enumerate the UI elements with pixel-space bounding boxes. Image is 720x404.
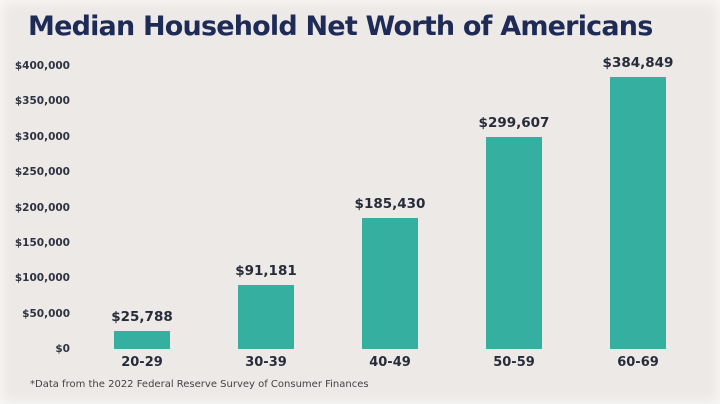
y-axis-tick-label: $200,000 [14,201,70,214]
bar [238,284,294,349]
bar [610,76,666,349]
x-axis-category-label: 40-49 [369,355,411,370]
y-axis: $0 $50,000 $100,000 $150,000 $200,000 $250,00… [0,60,70,355]
bar-column: $185,430 40-49 [328,66,452,370]
bar-value-label: $299,607 [478,115,550,132]
bar-value-label: $91,181 [235,262,297,279]
y-axis-tick-label: $250,000 [14,166,70,179]
x-axis-category-label: 30-39 [245,355,287,370]
y-axis-tick-label: $100,000 [14,272,70,285]
bar [486,137,542,349]
bar-column: $91,181 30-39 [204,66,328,371]
bar-series: $25,788 20-29 $91,181 30-39 $185,430 40-49 $29… [80,55,700,371]
y-axis-tick-label: $300,000 [14,130,70,143]
plot-area: $0 $50,000 $100,000 $150,000 $200,000 $250,00… [0,55,720,371]
x-axis-category-label: 20-29 [121,355,163,370]
source-footnote: *Data from the 2022 Federal Reserve Surv… [30,379,369,390]
bar-value-label: $384,849 [602,54,674,71]
bar-column: $299,607 50-59 [452,66,576,370]
bar [362,217,418,349]
bar [114,330,170,349]
bar-value-label: $185,430 [354,195,426,212]
chart-title: Median Household Net Worth of Americans [28,11,653,42]
x-axis-category-label: 60-69 [617,355,659,370]
bar-value-label: $25,788 [111,308,173,325]
bar-column: $25,788 20-29 [80,66,204,370]
y-axis-tick-label: $150,000 [14,236,70,249]
y-axis-tick-label: $50,000 [22,307,70,320]
bar-column: $384,849 60-69 [576,55,700,370]
x-axis-category-label: 50-59 [493,355,535,370]
y-axis-tick-label: $400,000 [14,60,70,72]
y-axis-tick-label: $0 [55,343,70,355]
y-axis-tick-label: $350,000 [14,95,70,108]
